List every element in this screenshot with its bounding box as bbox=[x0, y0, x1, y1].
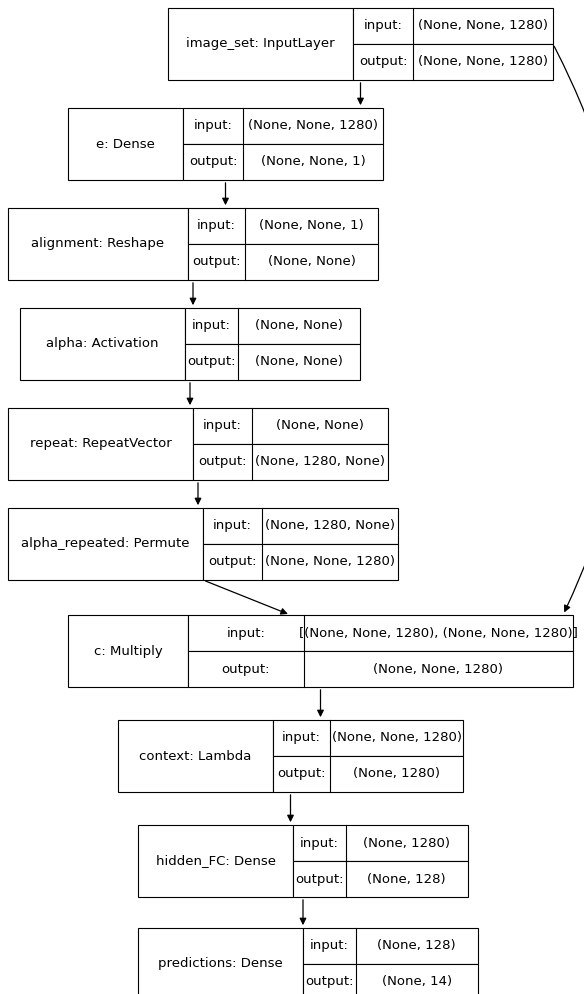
Text: image_set: InputLayer: image_set: InputLayer bbox=[186, 38, 335, 51]
Bar bbox=[353, 8, 553, 44]
Text: input:: input: bbox=[203, 419, 242, 432]
Text: input:: input: bbox=[310, 939, 349, 952]
Text: (None, 128): (None, 128) bbox=[377, 939, 456, 952]
Text: repeat: RepeatVector: repeat: RepeatVector bbox=[30, 437, 171, 450]
Text: c: Multiply: c: Multiply bbox=[93, 644, 162, 657]
Bar bbox=[293, 825, 468, 861]
Text: input:: input: bbox=[192, 319, 231, 333]
Text: (None, None, 1280): (None, None, 1280) bbox=[248, 119, 378, 132]
Bar bbox=[203, 544, 398, 580]
Bar bbox=[273, 720, 463, 756]
Text: context: Lambda: context: Lambda bbox=[140, 749, 252, 762]
Text: output:: output: bbox=[187, 356, 235, 369]
Bar bbox=[353, 44, 553, 80]
Text: (None, None, 1280): (None, None, 1280) bbox=[418, 56, 548, 69]
Bar bbox=[118, 720, 273, 792]
Text: input:: input: bbox=[300, 837, 339, 850]
Bar bbox=[188, 244, 378, 280]
Text: output:: output: bbox=[192, 255, 241, 268]
Text: (None, None): (None, None) bbox=[255, 319, 343, 333]
Text: input:: input: bbox=[197, 220, 236, 233]
Bar bbox=[183, 144, 383, 180]
Text: (None, None, 1280): (None, None, 1280) bbox=[332, 732, 461, 745]
Bar bbox=[8, 408, 193, 480]
Bar bbox=[188, 208, 378, 244]
Bar bbox=[183, 108, 383, 144]
Text: input:: input: bbox=[227, 626, 265, 639]
Bar bbox=[303, 964, 478, 994]
Text: output:: output: bbox=[277, 767, 326, 780]
Text: (None, 1280, None): (None, 1280, None) bbox=[255, 455, 385, 468]
Text: input:: input: bbox=[282, 732, 321, 745]
Bar bbox=[68, 615, 188, 687]
Text: e: Dense: e: Dense bbox=[96, 137, 155, 150]
Text: output:: output: bbox=[198, 455, 246, 468]
Text: (None, 1280): (None, 1280) bbox=[353, 767, 440, 780]
Bar bbox=[188, 651, 573, 687]
Text: alpha_repeated: Permute: alpha_repeated: Permute bbox=[21, 538, 190, 551]
Bar bbox=[303, 928, 478, 964]
Bar bbox=[185, 344, 360, 380]
Text: output:: output: bbox=[221, 662, 270, 676]
Text: (None, 14): (None, 14) bbox=[382, 975, 452, 988]
Text: alignment: Reshape: alignment: Reshape bbox=[32, 238, 165, 250]
Text: output:: output: bbox=[189, 155, 237, 169]
Bar bbox=[138, 928, 303, 994]
Text: output:: output: bbox=[208, 556, 256, 569]
Text: output:: output: bbox=[295, 873, 343, 886]
Text: input:: input: bbox=[213, 520, 252, 533]
Text: (None, None): (None, None) bbox=[255, 356, 343, 369]
Text: alpha: Activation: alpha: Activation bbox=[46, 338, 159, 351]
Text: (None, 128): (None, 128) bbox=[367, 873, 446, 886]
Bar bbox=[188, 615, 573, 651]
Bar bbox=[8, 208, 188, 280]
Text: (None, None, 1280): (None, None, 1280) bbox=[373, 662, 503, 676]
Text: predictions: Dense: predictions: Dense bbox=[158, 957, 283, 970]
Text: input:: input: bbox=[364, 20, 402, 33]
Bar bbox=[68, 108, 183, 180]
Bar bbox=[293, 861, 468, 897]
Text: input:: input: bbox=[193, 119, 232, 132]
Bar bbox=[168, 8, 353, 80]
Bar bbox=[138, 825, 293, 897]
Text: (None, None): (None, None) bbox=[276, 419, 364, 432]
Text: output:: output: bbox=[359, 56, 407, 69]
Text: (None, None, 1): (None, None, 1) bbox=[260, 155, 366, 169]
Bar bbox=[193, 444, 388, 480]
Text: (None, None, 1): (None, None, 1) bbox=[259, 220, 364, 233]
Bar bbox=[273, 756, 463, 792]
Text: output:: output: bbox=[305, 975, 353, 988]
Bar bbox=[185, 308, 360, 344]
Text: (None, 1280, None): (None, 1280, None) bbox=[265, 520, 395, 533]
Text: (None, 1280): (None, 1280) bbox=[363, 837, 450, 850]
Text: hidden_FC: Dense: hidden_FC: Dense bbox=[155, 855, 276, 868]
Text: (None, None): (None, None) bbox=[267, 255, 356, 268]
Bar bbox=[20, 308, 185, 380]
Text: (None, None, 1280): (None, None, 1280) bbox=[265, 556, 395, 569]
Text: [(None, None, 1280), (None, None, 1280)]: [(None, None, 1280), (None, None, 1280)] bbox=[299, 626, 578, 639]
Bar bbox=[8, 508, 203, 580]
Bar bbox=[193, 408, 388, 444]
Bar bbox=[203, 508, 398, 544]
Text: (None, None, 1280): (None, None, 1280) bbox=[418, 20, 548, 33]
